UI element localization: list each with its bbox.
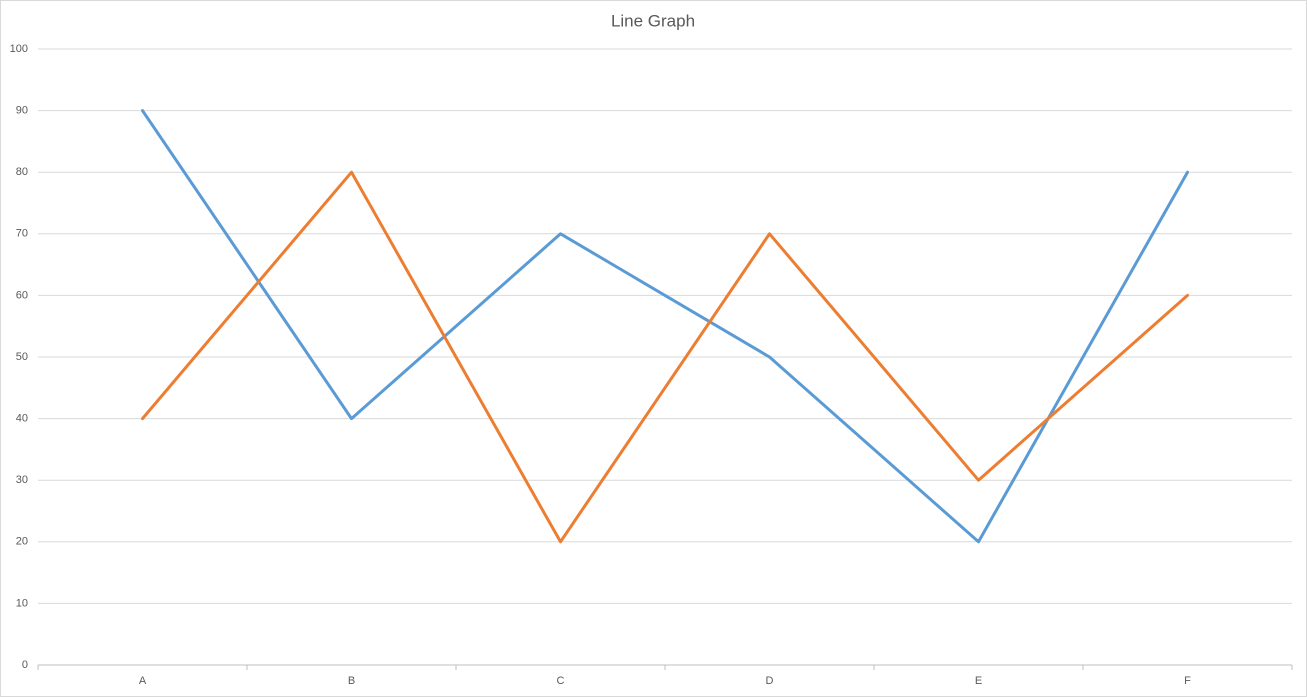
- x-tick-label: A: [139, 675, 147, 687]
- x-tick-label: C: [557, 675, 565, 687]
- series-line: [141, 109, 1189, 544]
- y-tick-label: 90: [16, 105, 28, 117]
- y-tick-label: 100: [10, 43, 28, 55]
- y-tick-label: 0: [22, 659, 28, 671]
- y-tick-label: 40: [16, 413, 28, 425]
- y-tick-label: 10: [16, 597, 28, 609]
- series-line: [141, 170, 1189, 544]
- y-tick-label: 20: [16, 536, 28, 548]
- y-tick-label: 80: [16, 166, 28, 178]
- x-tick-label: E: [975, 675, 982, 687]
- y-tick-label: 70: [16, 228, 28, 240]
- x-tick-label: B: [348, 675, 355, 687]
- y-tick-label: 50: [16, 351, 28, 363]
- y-tick-label: 30: [16, 474, 28, 486]
- y-tick-label: 60: [16, 289, 28, 301]
- chart-title: Line Graph: [611, 11, 695, 30]
- x-tick-label: D: [766, 675, 774, 687]
- x-tick-label: F: [1184, 675, 1191, 687]
